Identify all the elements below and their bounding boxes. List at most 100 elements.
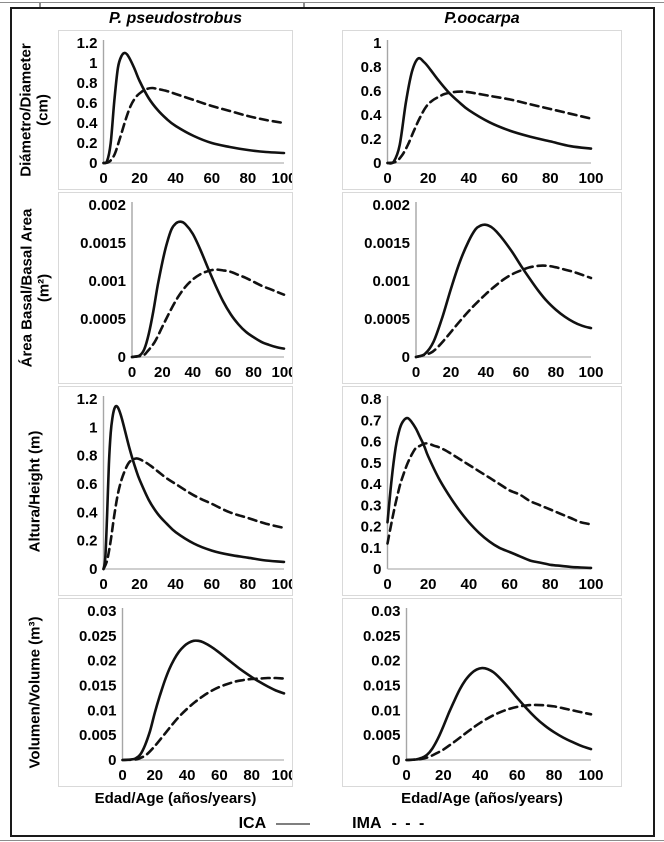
svg-text:80: 80	[240, 170, 257, 187]
svg-text:0.6: 0.6	[77, 476, 98, 493]
svg-text:0.4: 0.4	[361, 107, 383, 124]
svg-text:0.8: 0.8	[77, 448, 98, 465]
svg-text:60: 60	[211, 767, 228, 784]
svg-text:0.2: 0.2	[361, 519, 382, 536]
svg-text:0.1: 0.1	[361, 540, 382, 557]
svg-text:40: 40	[461, 576, 478, 593]
legend: ICA IMA - - -	[10, 813, 655, 835]
column-title-pseudostrobus: P. pseudostrobus	[108, 10, 243, 27]
svg-text:60: 60	[501, 576, 518, 593]
svg-text:100: 100	[271, 767, 292, 784]
svg-text:0.6: 0.6	[361, 434, 382, 451]
chart-diameter-pseudostrobus: 1.2 1 0.8 0.6 0.4 0.2 00 20 40 60 80 100	[58, 30, 297, 190]
svg-text:0.7: 0.7	[361, 412, 382, 429]
svg-text:0.4: 0.4	[77, 115, 99, 132]
svg-text:0: 0	[128, 364, 136, 381]
svg-text:0.015: 0.015	[79, 678, 117, 695]
svg-text:0.01: 0.01	[87, 702, 116, 719]
svg-text:80: 80	[240, 576, 257, 593]
top-hairline	[0, 2, 664, 3]
svg-text:0.03: 0.03	[371, 603, 400, 620]
svg-text:60: 60	[509, 767, 526, 784]
chart-diameter-oocarpa: 1 0.8 0.6 0.4 0.2 0 0 20 40 60 80 100	[342, 30, 622, 190]
svg-text:0: 0	[108, 752, 116, 769]
svg-text:0.002: 0.002	[88, 197, 126, 214]
ylabel-volume-line1: Volumen/Volume (m³)	[26, 616, 44, 769]
svg-text:60: 60	[513, 364, 530, 381]
chart-volume-pseudostrobus: 0.03 0.025 0.02 0.015 0.01 0.005 00 20 40 60 80 100	[58, 598, 297, 787]
svg-text:0.005: 0.005	[363, 727, 401, 744]
svg-text:20: 20	[420, 576, 437, 593]
svg-text:20: 20	[146, 767, 163, 784]
top-tick-right	[303, 2, 305, 8]
svg-text:0.001: 0.001	[88, 273, 126, 290]
svg-text:40: 40	[461, 170, 478, 187]
svg-text:60: 60	[203, 170, 220, 187]
svg-text:40: 40	[179, 767, 196, 784]
svg-text:80: 80	[245, 364, 262, 381]
chart-height-pseudostrobus: 1.2 1 0.8 0.6 0.4 0.2 00 20 40 60 80 100	[58, 386, 297, 596]
svg-text:0.005: 0.005	[79, 727, 117, 744]
chart-basal-area-pseudostrobus: 0.002 0.0015 0.001 0.0005 00 20 40 60 80 100	[58, 192, 297, 384]
svg-text:100: 100	[578, 576, 603, 593]
svg-text:100: 100	[271, 364, 292, 381]
svg-text:0: 0	[89, 155, 97, 172]
svg-text:40: 40	[472, 767, 489, 784]
svg-text:0: 0	[118, 767, 126, 784]
svg-text:0.8: 0.8	[361, 391, 382, 408]
top-tick-left	[39, 2, 41, 8]
legend-ima-label: IMA	[352, 815, 382, 832]
svg-text:0.0005: 0.0005	[80, 311, 126, 328]
svg-text:40: 40	[478, 364, 495, 381]
bottom-hairline	[0, 840, 664, 841]
chart-basal-area-oocarpa: 0.002 0.0015 0.001 0.0005 0 0 20 40 60 80 100	[342, 192, 622, 384]
svg-text:0.2: 0.2	[77, 135, 98, 152]
legend-ica-label: ICA	[238, 815, 267, 832]
ylabel-diameter: Diámetro/Diameter (cm)	[12, 30, 58, 190]
svg-text:0: 0	[99, 170, 107, 187]
svg-text:60: 60	[203, 576, 220, 593]
ylabel-volume: Volumen/Volume (m³)	[12, 598, 58, 787]
svg-text:0.4: 0.4	[361, 476, 383, 493]
svg-text:80: 80	[243, 767, 260, 784]
svg-text:0.015: 0.015	[363, 678, 401, 695]
ylabel-basal-area-line2: (m²)	[35, 273, 52, 303]
svg-text:0.01: 0.01	[371, 702, 400, 719]
svg-text:0.002: 0.002	[372, 197, 410, 214]
svg-text:0.2: 0.2	[361, 131, 382, 148]
svg-text:0.2: 0.2	[77, 533, 98, 550]
svg-text:0.5: 0.5	[361, 455, 382, 472]
svg-text:20: 20	[131, 576, 148, 593]
svg-text:1.2: 1.2	[77, 391, 98, 408]
svg-text:80: 80	[542, 170, 559, 187]
svg-text:100: 100	[578, 364, 603, 381]
svg-text:80: 80	[548, 364, 565, 381]
figure-border	[10, 7, 655, 837]
column-title-oocarpa: P.oocarpa	[444, 10, 520, 27]
svg-text:20: 20	[131, 170, 148, 187]
svg-text:20: 20	[435, 767, 452, 784]
svg-text:100: 100	[271, 576, 292, 593]
svg-text:0.6: 0.6	[77, 95, 98, 112]
svg-text:1: 1	[373, 35, 381, 52]
svg-text:100: 100	[271, 170, 292, 187]
svg-text:60: 60	[215, 364, 232, 381]
x-axis-title-right: Edad/Age (años/years)	[401, 790, 563, 807]
svg-text:100: 100	[578, 170, 603, 187]
svg-text:80: 80	[542, 576, 559, 593]
svg-text:0.02: 0.02	[87, 653, 116, 670]
svg-text:1: 1	[89, 419, 97, 436]
svg-text:0.8: 0.8	[361, 59, 382, 76]
svg-text:40: 40	[184, 364, 201, 381]
svg-text:40: 40	[167, 576, 184, 593]
svg-text:0.025: 0.025	[363, 628, 401, 645]
svg-text:0.3: 0.3	[361, 497, 382, 514]
svg-text:0.0005: 0.0005	[364, 311, 410, 328]
svg-text:0.03: 0.03	[87, 603, 116, 620]
svg-text:20: 20	[420, 170, 437, 187]
svg-text:0.001: 0.001	[372, 273, 410, 290]
svg-text:1.2: 1.2	[77, 35, 98, 52]
svg-text:0: 0	[383, 576, 391, 593]
svg-text:60: 60	[501, 170, 518, 187]
